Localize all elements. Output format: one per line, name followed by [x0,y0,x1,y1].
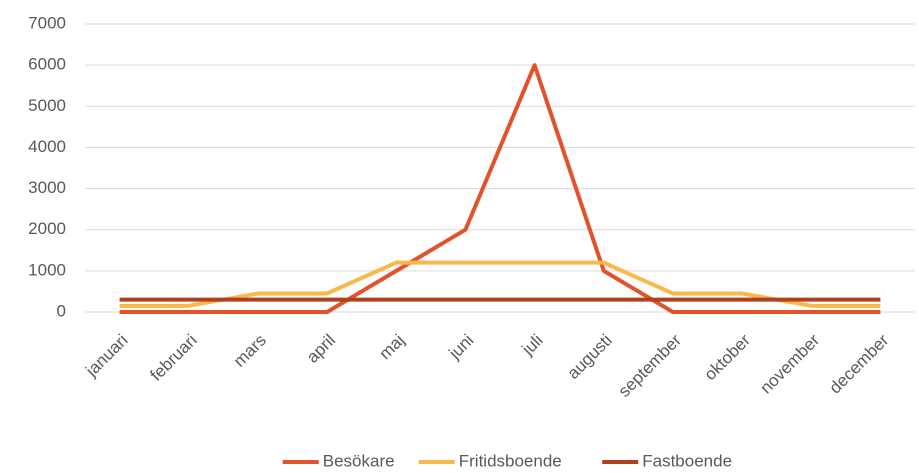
y-tick-label: 4000 [28,137,66,156]
x-tick-label: september [615,330,685,400]
series-line [119,63,881,314]
y-tick-label: 7000 [28,13,66,32]
y-tick-label: 5000 [28,96,66,115]
x-tick-label: juni [445,331,478,364]
legend-label: Besökare [323,451,395,470]
x-tick-label: augusti [564,331,616,383]
legend-label: Fastboende [642,451,732,470]
y-tick-label: 2000 [28,219,66,238]
x-tick-label: juli [518,331,547,360]
x-tick-label: maj [375,331,408,364]
y-tick-label: 0 [57,301,66,320]
x-tick-label: december [826,330,893,397]
x-tick-label: februari [147,331,201,385]
x-tick-label: april [303,331,339,367]
y-tick-label: 1000 [28,260,66,279]
x-tick-label: januari [81,331,131,381]
legend-label: Fritidsboende [459,451,562,470]
x-tick-label: november [756,330,823,397]
x-tick-label: oktober [701,330,755,384]
y-tick-label: 6000 [28,55,66,74]
series-line [119,260,881,308]
x-tick-label: mars [230,331,270,371]
y-tick-label: 3000 [28,178,66,197]
